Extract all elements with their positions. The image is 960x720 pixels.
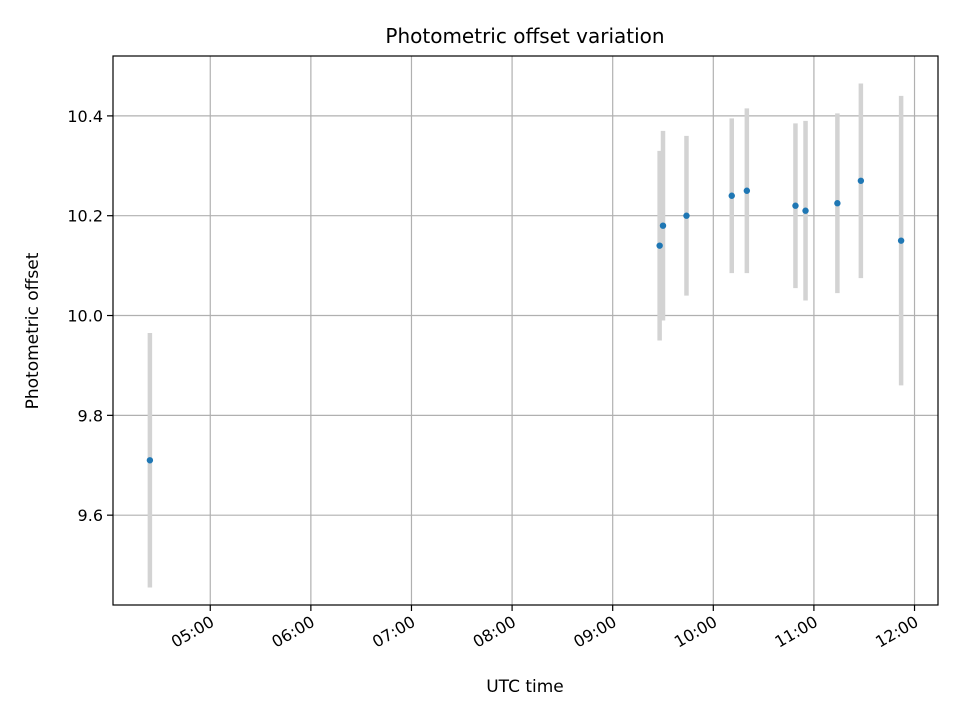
data-points (146, 177, 905, 464)
data-point (683, 212, 690, 219)
data-point (857, 177, 865, 184)
grid (113, 56, 938, 605)
data-point (728, 192, 735, 199)
data-point (656, 242, 663, 249)
data-point (802, 207, 809, 214)
y-tick-label: 9.8 (78, 406, 103, 425)
y-tick-label: 9.6 (78, 506, 103, 525)
data-point (659, 222, 667, 229)
y-axis-label: Photometric offset (23, 252, 43, 409)
y-tick-label: 10.0 (67, 307, 103, 326)
data-point (834, 200, 841, 207)
data-point (792, 202, 799, 209)
y-axis-ticks: 9.6 9.8 10.0 10.2 10.4 (67, 107, 113, 525)
x-axis-label: UTC time (486, 677, 564, 697)
y-tick-label: 10.4 (67, 107, 103, 126)
data-point (897, 237, 905, 244)
plot-area-frame (112, 55, 939, 606)
data-point (146, 457, 154, 464)
y-tick-label: 10.2 (67, 207, 103, 226)
chart-title: Photometric offset variation (385, 24, 664, 48)
data-point (743, 187, 751, 194)
